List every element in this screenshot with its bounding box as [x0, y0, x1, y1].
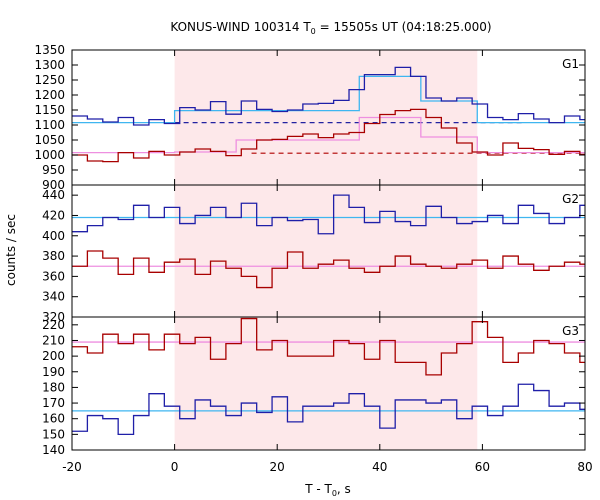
- y-axis-label: counts / sec: [4, 214, 18, 286]
- y-tick-label-g3: 170: [42, 396, 65, 410]
- x-tick-label: 40: [372, 460, 387, 474]
- g1-red-series: [72, 108, 585, 163]
- y-tick-label-g1: 1350: [34, 43, 65, 57]
- g3-blue-series: [72, 383, 585, 435]
- y-tick-label-g3: 160: [42, 412, 65, 426]
- y-tick-label-g2: 420: [42, 208, 65, 222]
- g2-blue-series: [72, 194, 585, 235]
- y-tick-label-g2: 440: [42, 188, 65, 202]
- y-tick-label-g3: 200: [42, 349, 65, 363]
- y-tick-label-g2: 380: [42, 249, 65, 263]
- y-tick-label-g1: 950: [42, 163, 65, 177]
- y-tick-label-g2: 400: [42, 229, 65, 243]
- x-tick-label: -20: [62, 460, 82, 474]
- y-tick-label-g3: 140: [42, 443, 65, 457]
- y-tick-label-g1: 1200: [34, 88, 65, 102]
- g1-blue-series: [72, 66, 585, 126]
- y-tick-label-g1: 1100: [34, 118, 65, 132]
- y-tick-label-g2: 320: [42, 310, 65, 324]
- g2-red-series: [72, 250, 585, 289]
- y-tick-label-g1: 1050: [34, 133, 65, 147]
- burst-interval-shade: [174, 50, 478, 450]
- x-axis-label: T - T0, s: [304, 482, 351, 498]
- x-tick-label: 0: [171, 460, 179, 474]
- g3-red-series: [72, 317, 585, 376]
- x-tick-label: 20: [270, 460, 285, 474]
- y-tick-label-g1: 1000: [34, 148, 65, 162]
- y-tick-label-g3: 150: [42, 427, 65, 441]
- y-tick-label-g1: 1250: [34, 73, 65, 87]
- g1-pink-fit-line: [72, 116, 585, 154]
- g3-frame: [71, 316, 586, 451]
- y-tick-label-g2: 360: [42, 269, 65, 283]
- y-tick-label-g1: 1300: [34, 58, 65, 72]
- y-tick-label-g3: 220: [42, 318, 65, 332]
- panel-label-g3: G3: [562, 324, 579, 338]
- y-tick-label-g3: 180: [42, 380, 65, 394]
- x-tick-label: 60: [475, 460, 490, 474]
- y-tick-label-g1: 1150: [34, 103, 65, 117]
- chart-title: KONUS-WIND 100314 T0 = 15505s UT (04:18:…: [170, 20, 491, 36]
- y-tick-label-g2: 340: [42, 290, 65, 304]
- x-tick-label: 80: [577, 460, 592, 474]
- panel-label-g1: G1: [562, 57, 579, 71]
- y-tick-label-g3: 210: [42, 333, 65, 347]
- panel-g2: 320 340 360 380 400 420 440 G2: [42, 184, 586, 324]
- y-tick-label-g1: 900: [42, 178, 65, 192]
- panel-label-g2: G2: [562, 192, 579, 206]
- y-tick-label-g3: 190: [42, 365, 65, 379]
